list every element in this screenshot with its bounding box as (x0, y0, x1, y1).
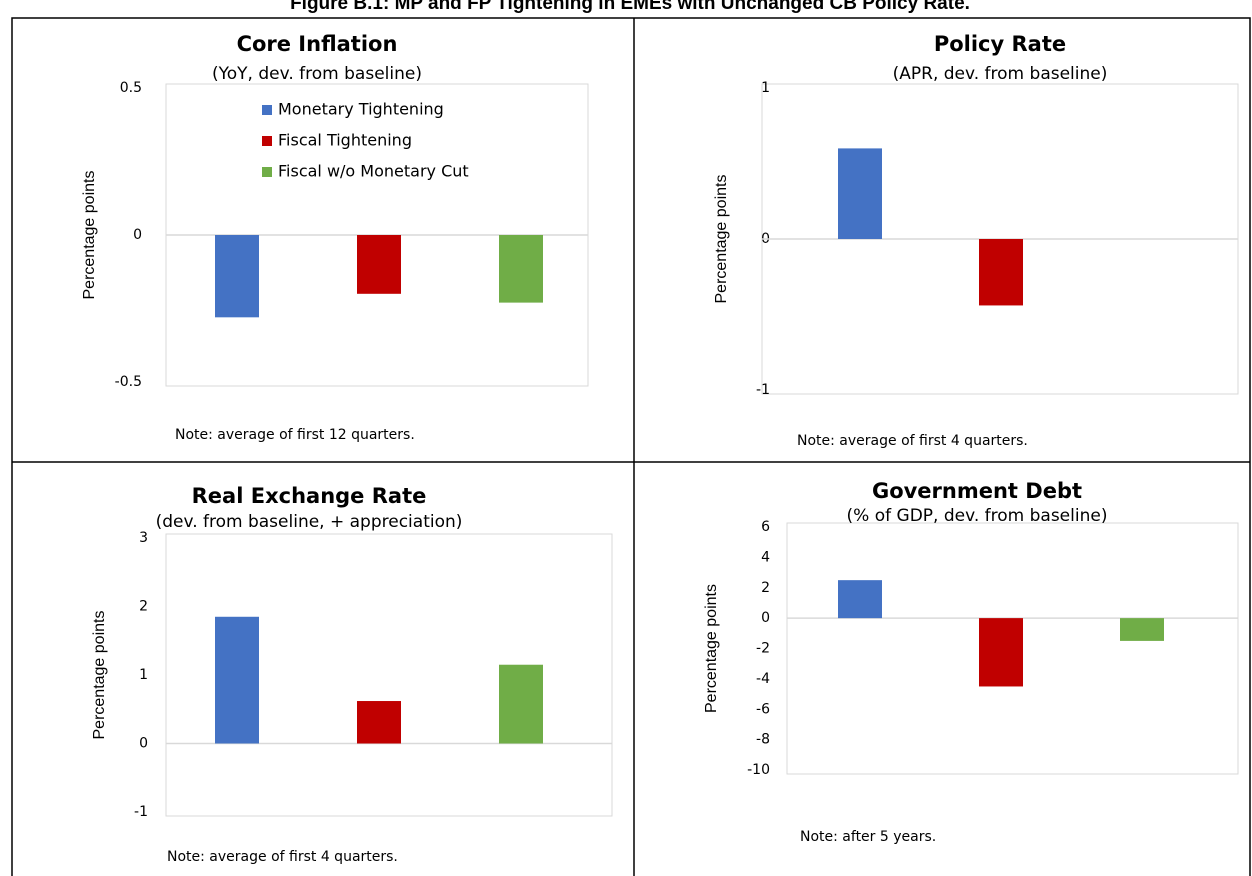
legend-label: Fiscal Tightening (278, 131, 412, 150)
legend-swatch (262, 167, 272, 177)
y-tick-label: -2 (756, 641, 770, 657)
y-tick-label: 0.5 (120, 80, 142, 96)
y-tick-label: -10 (747, 762, 770, 778)
chart-subtitle: (% of GDP, dev. from baseline) (847, 506, 1108, 526)
bar (499, 235, 543, 303)
bar (838, 580, 882, 619)
y-tick-label: -0.5 (115, 374, 142, 390)
note: Note: after 5 years. (800, 829, 936, 845)
chart-title: Government Debt (872, 479, 1082, 503)
y-tick-label: 0 (139, 736, 148, 752)
y-axis-label: Percentage points (703, 584, 720, 713)
plot-area (786, 522, 1239, 775)
bar (357, 701, 401, 744)
bar (838, 148, 882, 239)
y-tick-label: 2 (139, 599, 148, 615)
y-axis-label: Percentage points (713, 175, 730, 304)
y-tick-label: 1 (139, 667, 148, 683)
chart-subtitle: (APR, dev. from baseline) (893, 64, 1108, 84)
note: Note: average of first 4 quarters. (797, 433, 1028, 449)
y-tick-label: -8 (756, 732, 770, 748)
chart-subtitle: (YoY, dev. from baseline) (212, 64, 422, 84)
y-tick-label: 4 (761, 549, 770, 565)
bar (1120, 618, 1164, 641)
bar (979, 239, 1023, 306)
figure-title: Figure B.1: MP and FP Tightening in EMEs… (290, 0, 970, 14)
y-tick-label: 2 (761, 580, 770, 596)
legend-swatch (262, 136, 272, 146)
plot-area (165, 533, 613, 817)
y-tick-label: -6 (756, 701, 770, 717)
y-axis-label: Percentage points (81, 171, 98, 300)
bar (357, 235, 401, 294)
y-tick-label: 0 (761, 610, 770, 626)
chart-title: Real Exchange Rate (192, 484, 427, 508)
chart-subtitle: (dev. from baseline, + appreciation) (156, 512, 463, 532)
note: Note: average of first 4 quarters. (167, 849, 398, 865)
note: Note: average of first 12 quarters. (175, 427, 415, 443)
y-tick-label: 3 (139, 530, 148, 546)
y-tick-label: -1 (756, 382, 770, 398)
y-tick-label: 1 (761, 80, 770, 96)
y-tick-label: -1 (134, 804, 148, 820)
bar (215, 616, 259, 744)
chart-title: Policy Rate (934, 32, 1066, 56)
bar (979, 618, 1023, 687)
chart-title: Core Inflation (237, 32, 398, 56)
y-tick-label: 6 (761, 519, 770, 535)
bar (215, 235, 259, 318)
panel-borders (11, 17, 1251, 876)
legend-label: Monetary Tightening (278, 100, 444, 119)
y-axis-label: Percentage points (91, 611, 108, 740)
y-tick-label: 0 (133, 227, 142, 243)
y-tick-label: -4 (756, 671, 770, 687)
bar (499, 664, 543, 744)
legend-swatch (262, 105, 272, 115)
legend-label: Fiscal w/o Monetary Cut (278, 162, 469, 181)
